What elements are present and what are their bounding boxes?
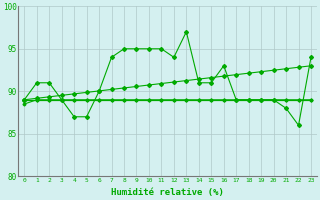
X-axis label: Humidité relative (%): Humidité relative (%) bbox=[111, 188, 224, 197]
